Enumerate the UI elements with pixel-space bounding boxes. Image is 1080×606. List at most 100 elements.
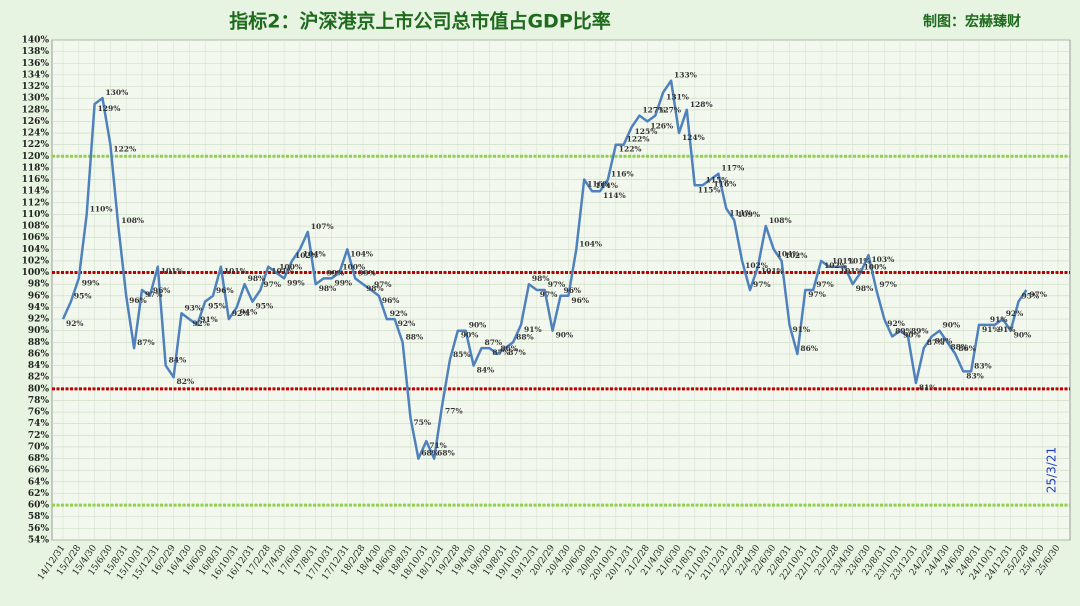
- data-label: 98%: [856, 284, 874, 293]
- chart-subtitle: 制图：宏赫臻财: [923, 13, 1021, 30]
- y-tick-label: 98%: [28, 280, 50, 290]
- data-label: 98%: [248, 274, 266, 283]
- y-tick-label: 124%: [22, 129, 50, 139]
- data-label: 97%: [374, 280, 392, 289]
- data-label: 83%: [974, 361, 992, 370]
- data-label: 77%: [445, 406, 463, 415]
- plot-area: [51, 39, 1071, 541]
- y-tick-label: 122%: [22, 140, 50, 150]
- data-label: 85%: [453, 350, 471, 359]
- data-label: 116%: [587, 180, 610, 189]
- data-label: 92%: [192, 319, 210, 328]
- data-label: 131%: [666, 92, 689, 101]
- data-label: 91%: [998, 325, 1016, 334]
- chart-title: 指标2：沪深港京上市公司总市值占GDP比率: [229, 10, 611, 33]
- data-label: 101%: [848, 257, 871, 266]
- data-label: 108%: [769, 216, 792, 225]
- data-label: 107%: [311, 222, 334, 231]
- data-label: 92%: [1006, 309, 1024, 318]
- y-tick-label: 106%: [22, 233, 50, 243]
- data-label: 68%: [437, 449, 455, 458]
- data-label: 101%: [761, 267, 784, 276]
- y-tick-label: 112%: [22, 198, 50, 208]
- data-label: 130%: [105, 88, 128, 97]
- data-label: 84%: [169, 356, 187, 365]
- y-tick-label: 66%: [28, 466, 50, 476]
- y-tick-label: 108%: [22, 222, 50, 232]
- data-label: 87%: [508, 348, 526, 357]
- data-label: 128%: [690, 100, 713, 109]
- data-label: 104%: [303, 249, 326, 258]
- data-label: 102%: [745, 261, 768, 270]
- data-label: 97%: [145, 290, 163, 299]
- y-tick-label: 56%: [28, 524, 50, 534]
- data-label: 81%: [919, 383, 937, 392]
- data-label: 95%: [256, 302, 274, 311]
- data-label: 71%: [429, 441, 447, 450]
- y-tick-label: 80%: [28, 384, 50, 394]
- data-label: 96%: [129, 296, 147, 305]
- data-label: 97%: [879, 280, 897, 289]
- data-label: 96%: [216, 286, 234, 295]
- data-label: 89%: [935, 337, 953, 346]
- data-label: 95%: [74, 292, 92, 301]
- y-tick-label: 132%: [22, 82, 50, 92]
- y-tick-label: 60%: [28, 501, 50, 511]
- y-tick-label: 110%: [22, 210, 50, 220]
- y-tick-label: 136%: [22, 59, 50, 69]
- data-label: 110%: [90, 204, 113, 213]
- data-label: 115%: [698, 185, 721, 194]
- data-label: 99%: [327, 268, 345, 277]
- data-label: 90%: [1014, 331, 1032, 340]
- y-tick-label: 62%: [28, 489, 50, 499]
- y-tick-label: 92%: [28, 315, 50, 325]
- data-label: 84%: [477, 366, 495, 375]
- data-label: 97%: [753, 280, 771, 289]
- y-tick-label: 88%: [28, 338, 50, 348]
- data-label: 97%: [548, 280, 566, 289]
- y-tick-label: 82%: [28, 373, 50, 383]
- data-label: 115%: [706, 175, 729, 184]
- data-label: 90%: [943, 321, 961, 330]
- data-label: 89%: [911, 327, 929, 336]
- data-label: 103%: [871, 255, 894, 264]
- data-label: 108%: [121, 216, 144, 225]
- annotation: 25/3/21: [1045, 447, 1059, 493]
- data-label: 101%: [832, 257, 855, 266]
- data-label: 100%: [342, 263, 365, 272]
- data-label: 102%: [295, 251, 318, 260]
- data-label: 101%: [224, 267, 247, 276]
- data-label: 124%: [682, 133, 705, 142]
- y-tick-label: 64%: [28, 477, 50, 487]
- data-label: 122%: [113, 145, 136, 154]
- data-label: 99%: [334, 278, 352, 287]
- y-tick-label: 118%: [22, 163, 50, 173]
- y-tick-label: 120%: [22, 152, 50, 162]
- data-label: 95%: [208, 302, 226, 311]
- y-tick-label: 70%: [28, 442, 50, 452]
- data-label: 99%: [287, 278, 305, 287]
- data-label: 117%: [721, 164, 744, 173]
- data-label: 100%: [279, 263, 302, 272]
- data-label: 126%: [650, 121, 673, 130]
- data-label: 88%: [516, 332, 534, 341]
- data-label: 92%: [887, 319, 905, 328]
- y-tick-label: 74%: [28, 419, 50, 429]
- y-tick-label: 114%: [22, 187, 50, 197]
- data-label: 96%: [571, 296, 589, 305]
- data-label: 89%: [895, 327, 913, 336]
- data-label: 92%: [66, 319, 84, 328]
- data-label: 68%: [421, 449, 439, 458]
- data-label: 86%: [500, 344, 518, 353]
- data-label: 94%: [240, 307, 258, 316]
- data-label: 95%: [1022, 292, 1040, 301]
- data-label: 91%: [793, 325, 811, 334]
- data-label: 91%: [200, 315, 218, 324]
- data-label: 102%: [824, 261, 847, 270]
- data-label: 91%: [990, 315, 1008, 324]
- data-label: 87%: [927, 338, 945, 347]
- y-tick-label: 104%: [22, 245, 50, 255]
- data-label: 129%: [98, 104, 121, 113]
- y-tick-label: 116%: [22, 175, 50, 185]
- y-tick-label: 126%: [22, 117, 50, 127]
